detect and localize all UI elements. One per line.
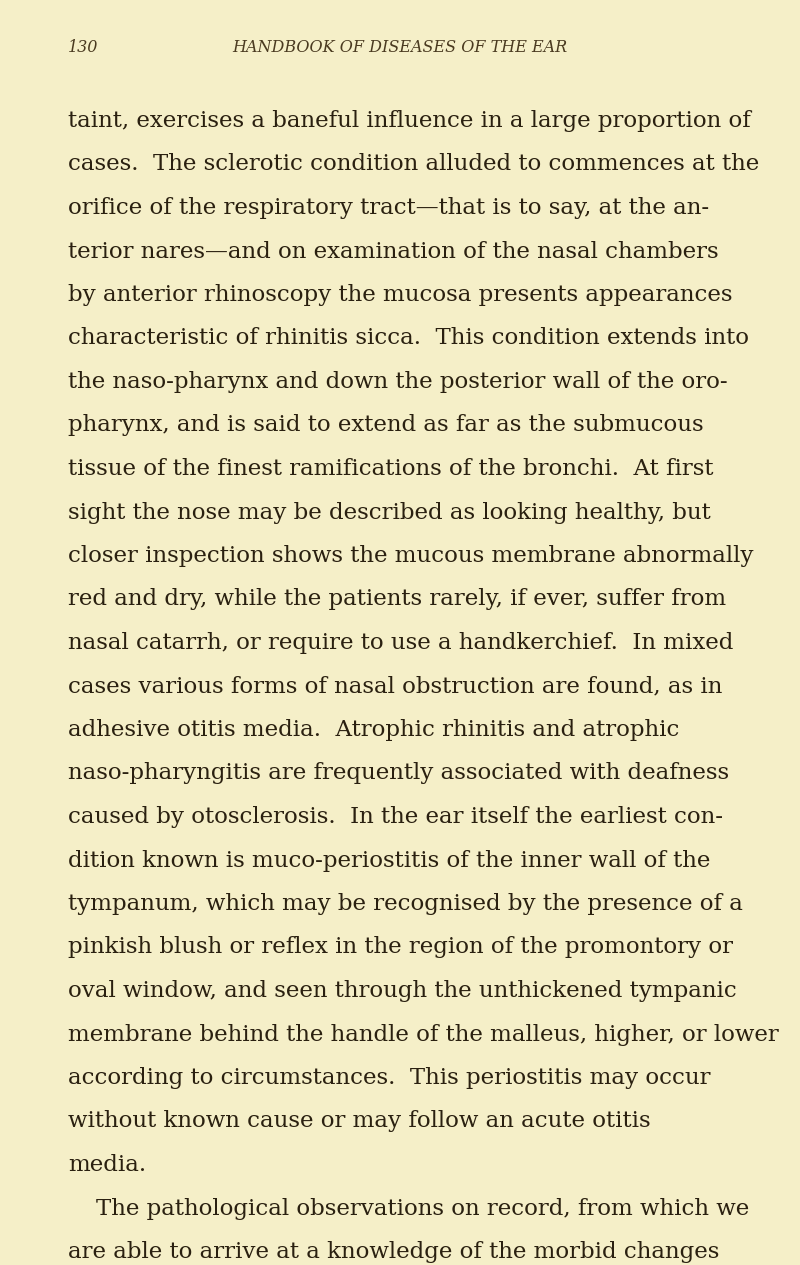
Text: the naso-pharynx and down the posterior wall of the oro-: the naso-pharynx and down the posterior … xyxy=(68,371,728,393)
Text: are able to arrive at a knowledge of the morbid changes: are able to arrive at a knowledge of the… xyxy=(68,1241,719,1262)
Text: adhesive otitis media.  Atrophic rhinitis and atrophic: adhesive otitis media. Atrophic rhinitis… xyxy=(68,719,679,741)
Text: sight the nose may be described as looking healthy, but: sight the nose may be described as looki… xyxy=(68,501,710,524)
Text: closer inspection shows the mucous membrane abnormally: closer inspection shows the mucous membr… xyxy=(68,545,754,567)
Text: caused by otosclerosis.  In the ear itself the earliest con-: caused by otosclerosis. In the ear itsel… xyxy=(68,806,723,829)
Text: orifice of the respiratory tract—that is to say, at the an-: orifice of the respiratory tract—that is… xyxy=(68,197,709,219)
Text: tissue of the finest ramifications of the bronchi.  At first: tissue of the finest ramifications of th… xyxy=(68,458,714,479)
Text: according to circumstances.  This periostitis may occur: according to circumstances. This periost… xyxy=(68,1066,710,1089)
Text: 130: 130 xyxy=(68,39,98,56)
Text: The pathological observations on record, from which we: The pathological observations on record,… xyxy=(96,1198,750,1219)
Text: without known cause or may follow an acute otitis: without known cause or may follow an acu… xyxy=(68,1111,650,1132)
Text: pharynx, and is said to extend as far as the submucous: pharynx, and is said to extend as far as… xyxy=(68,415,704,436)
Text: nasal catarrh, or require to use a handkerchief.  In mixed: nasal catarrh, or require to use a handk… xyxy=(68,632,734,654)
Text: cases various forms of nasal obstruction are found, as in: cases various forms of nasal obstruction… xyxy=(68,676,722,697)
Text: naso-pharyngitis are frequently associated with deafness: naso-pharyngitis are frequently associat… xyxy=(68,763,729,784)
Text: HANDBOOK OF DISEASES OF THE EAR: HANDBOOK OF DISEASES OF THE EAR xyxy=(233,39,567,56)
Text: taint, exercises a baneful influence in a large proportion of: taint, exercises a baneful influence in … xyxy=(68,110,750,132)
Text: characteristic of rhinitis sicca.  This condition extends into: characteristic of rhinitis sicca. This c… xyxy=(68,328,749,349)
Text: dition known is muco-periostitis of the inner wall of the: dition known is muco-periostitis of the … xyxy=(68,850,710,872)
Text: tympanum, which may be recognised by the presence of a: tympanum, which may be recognised by the… xyxy=(68,893,743,915)
Text: oval window, and seen through the unthickened tympanic: oval window, and seen through the unthic… xyxy=(68,980,737,1002)
Text: pinkish blush or reflex in the region of the promontory or: pinkish blush or reflex in the region of… xyxy=(68,936,733,959)
Text: cases.  The sclerotic condition alluded to commences at the: cases. The sclerotic condition alluded t… xyxy=(68,153,759,176)
Text: by anterior rhinoscopy the mucosa presents appearances: by anterior rhinoscopy the mucosa presen… xyxy=(68,285,733,306)
Text: media.: media. xyxy=(68,1154,146,1176)
Text: terior nares—and on examination of the nasal chambers: terior nares—and on examination of the n… xyxy=(68,240,718,263)
Text: red and dry, while the patients rarely, if ever, suffer from: red and dry, while the patients rarely, … xyxy=(68,588,726,611)
Text: membrane behind the handle of the malleus, higher, or lower: membrane behind the handle of the malleu… xyxy=(68,1023,778,1045)
